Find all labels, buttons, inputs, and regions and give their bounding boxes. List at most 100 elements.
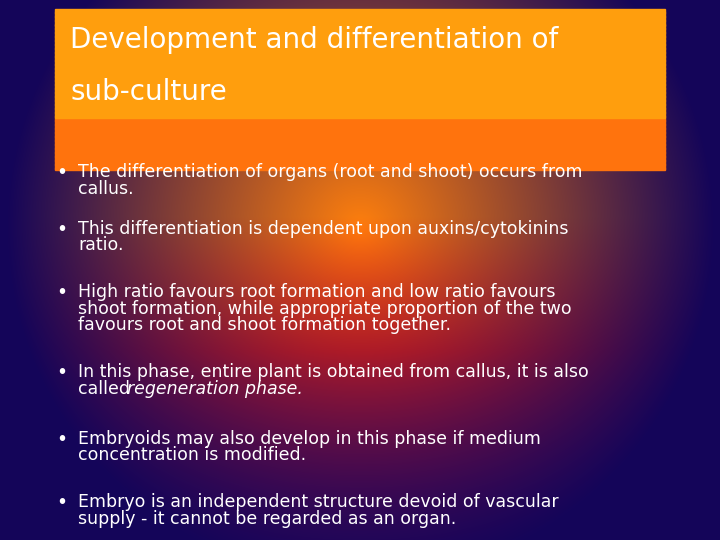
Text: called: called [78,380,135,397]
Bar [55,90,665,91]
Bar [55,103,665,105]
Bar [55,144,665,146]
Bar [55,87,665,89]
Bar [55,36,665,38]
Bar [55,12,665,14]
Text: In this phase, entire plant is obtained from callus, it is also: In this phase, entire plant is obtained … [78,363,589,381]
Bar [55,159,665,161]
Text: supply - it cannot be regarded as an organ.: supply - it cannot be regarded as an org… [78,510,456,528]
Bar [55,145,665,147]
Bar [55,112,665,114]
Text: The differentiation of organs (root and shoot) occurs from: The differentiation of organs (root and … [78,163,582,181]
Bar [55,124,665,126]
Bar [55,14,665,15]
Bar [55,127,665,129]
Bar [55,158,665,159]
Bar [55,23,665,25]
Bar [55,132,665,134]
Bar [55,16,665,18]
Bar [55,168,665,170]
Text: •: • [56,163,68,182]
Text: •: • [56,283,68,302]
Bar [55,95,665,97]
Bar [55,50,665,51]
Bar [55,153,665,156]
Bar [55,140,665,142]
Bar [55,55,665,57]
Bar [55,33,665,35]
Bar [55,113,665,116]
Bar [55,48,665,50]
Bar [55,24,665,26]
Bar [55,120,665,122]
Text: favours root and shoot formation together.: favours root and shoot formation togethe… [78,316,451,334]
Bar [55,59,665,60]
Bar [55,133,665,136]
Text: Embryoids may also develop in this phase if medium: Embryoids may also develop in this phase… [78,430,541,448]
Bar [55,80,665,82]
Text: concentration is modified.: concentration is modified. [78,447,306,464]
Bar [55,92,665,94]
Bar [55,70,665,71]
Bar [55,19,665,21]
Bar [55,100,665,102]
Bar [55,151,665,153]
Bar [55,91,665,93]
Bar [55,102,665,103]
Bar [55,93,665,96]
Bar [55,130,665,131]
Bar [55,96,665,98]
Bar [55,152,665,154]
Bar [55,115,665,117]
Bar [55,68,665,70]
Text: regeneration phase.: regeneration phase. [127,380,303,397]
Bar [55,73,665,76]
Text: This differentiation is dependent upon auxins/cytokinins: This differentiation is dependent upon a… [78,220,569,238]
Text: sub-culture: sub-culture [70,78,227,106]
Text: ratio.: ratio. [78,237,124,254]
Bar [55,51,665,53]
Bar [55,78,665,79]
Bar [55,47,665,49]
Bar [55,147,665,149]
Bar [55,135,665,137]
Bar [55,84,665,86]
Bar [55,65,665,68]
Bar [55,72,665,74]
Text: •: • [56,363,68,382]
Bar [55,57,665,59]
Bar [55,123,665,125]
Bar [55,43,665,45]
Bar [55,138,665,139]
Bar [55,165,665,167]
Bar [55,161,665,163]
Bar [55,104,665,106]
Bar [55,108,665,110]
Text: shoot formation, while appropriate proportion of the two: shoot formation, while appropriate propo… [78,300,572,318]
Text: •: • [56,220,68,239]
Text: •: • [56,430,68,449]
Bar [55,15,665,17]
Bar [55,22,665,23]
Bar [55,139,665,140]
Bar [55,27,665,29]
Bar [55,136,665,138]
Text: High ratio favours root formation and low ratio favours: High ratio favours root formation and lo… [78,283,556,301]
Bar [55,62,665,63]
Bar [55,148,665,150]
Bar [55,64,665,66]
Bar [55,10,665,11]
Bar [55,76,665,78]
Bar [55,44,665,46]
Bar [55,110,665,111]
Bar [55,99,665,100]
Bar [55,79,665,80]
Bar [55,71,665,73]
Text: Embryo is an independent structure devoid of vascular: Embryo is an independent structure devoi… [78,493,559,511]
Text: callus.: callus. [78,179,134,198]
Bar [55,105,665,107]
Bar [55,83,665,85]
Bar [55,45,665,48]
Bar [55,20,665,22]
Bar [55,39,665,40]
